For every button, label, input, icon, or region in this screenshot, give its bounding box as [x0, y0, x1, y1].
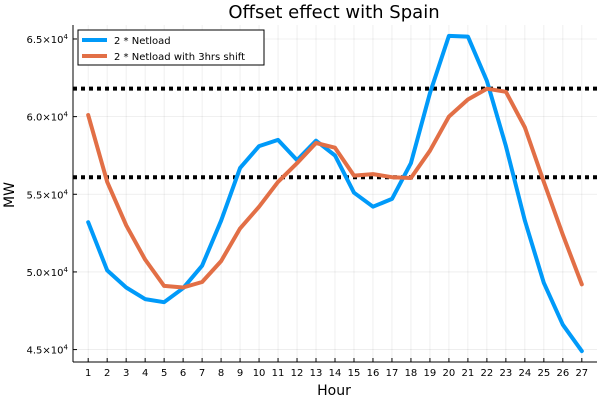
y-tick-label: 5.0×104: [27, 266, 69, 279]
x-tick-label: 14: [329, 368, 342, 379]
x-tick-label: 11: [272, 368, 285, 379]
legend-label-1: 2 * Netload: [114, 36, 171, 47]
x-tick-label: 16: [367, 368, 380, 379]
x-tick-label: 10: [253, 368, 266, 379]
chart-title: Offset effect with Spain: [228, 2, 439, 23]
series-line-2: [86, 86, 584, 290]
x-ticks: 1 2 3 4 5 6 7 8 9 10 11 12 13 14 15 16 17 18 19 20 21 22 23 24 2…: [85, 358, 588, 379]
x-tick-label: 22: [481, 368, 494, 379]
y-axis-label: MW: [2, 182, 18, 208]
x-tick-label: 3: [123, 368, 129, 379]
x-tick-label: 17: [386, 368, 399, 379]
x-tick-label: 2: [104, 368, 110, 379]
x-tick-label: 27: [575, 368, 588, 379]
x-tick-label: 15: [348, 368, 361, 379]
x-axis-label: Hour: [317, 383, 351, 399]
x-tick-label: 12: [291, 368, 304, 379]
x-tick-label: 8: [218, 368, 224, 379]
x-tick-label: 7: [199, 368, 205, 379]
legend: 2 * Netload 2 * Netload with 3hrs shift: [77, 29, 265, 66]
legend-label-2: 2 * Netload with 3hrs shift: [114, 52, 245, 63]
x-tick-label: 23: [500, 368, 513, 379]
x-tick-label: 5: [161, 368, 167, 379]
x-tick-label: 19: [424, 368, 437, 379]
series-line-1: [86, 33, 584, 354]
x-tick-label: 13: [310, 368, 323, 379]
x-tick-label: 21: [462, 368, 475, 379]
x-tick-label: 4: [142, 368, 148, 379]
y-tick-label: 4.5×104: [27, 344, 69, 357]
x-tick-label: 26: [556, 368, 569, 379]
x-tick-label: 6: [180, 368, 186, 379]
y-ticks: 4.5×104 5.0×104 5.5×104 6.0×104 6.5×104: [27, 33, 77, 357]
x-tick-label: 1: [85, 368, 91, 379]
y-tick-label: 6.0×104: [27, 111, 69, 124]
y-tick-label: 5.5×104: [27, 188, 69, 201]
y-tick-label: 6.5×104: [27, 33, 69, 46]
x-tick-label: 25: [537, 368, 550, 379]
x-tick-label: 24: [518, 368, 531, 379]
x-tick-label: 20: [443, 368, 456, 379]
series-group: [86, 33, 584, 354]
legend-box: [77, 29, 265, 66]
x-tick-label: 18: [405, 368, 418, 379]
x-tick-label: 9: [237, 368, 243, 379]
